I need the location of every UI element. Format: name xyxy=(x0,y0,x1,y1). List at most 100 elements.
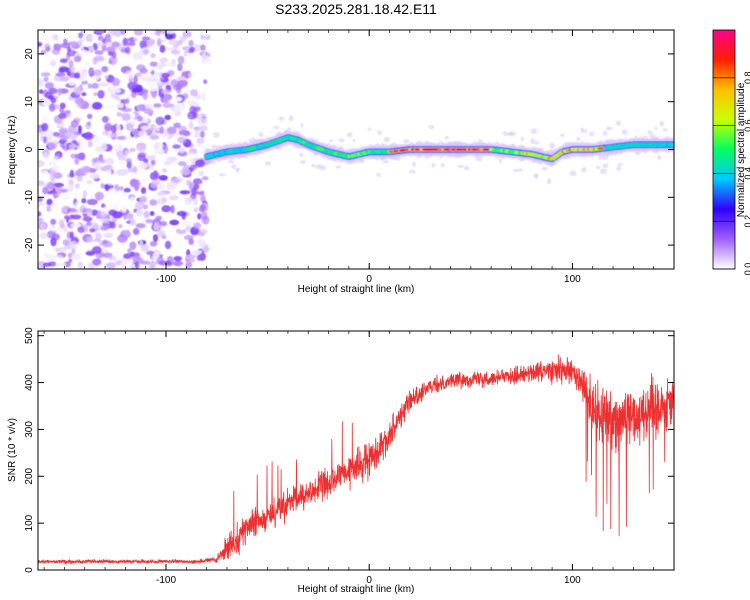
spectrogram-noise-blob xyxy=(185,254,196,260)
spectrogram-noise-blob xyxy=(178,147,186,154)
snr-ylabel: SNR (10 * v/v) xyxy=(7,418,18,482)
spectrogram-noise-blob xyxy=(106,46,116,54)
spectrogram-noise-blob xyxy=(38,217,44,223)
spectrogram-noise-blob xyxy=(188,53,195,58)
spectrogram-ridge-core xyxy=(319,148,325,151)
spectrogram-scatter-dot xyxy=(581,167,587,173)
spectrogram-noise-blob xyxy=(198,242,207,247)
snr-ytick-label: 500 xyxy=(24,327,35,344)
spectrogram-noise-blob xyxy=(142,116,149,123)
spectrogram-noise-blob xyxy=(117,144,123,149)
spectrogram-noise-blob xyxy=(141,36,151,41)
spectrogram-noise-blob xyxy=(99,248,109,254)
spectrogram-ridge-core xyxy=(328,150,333,154)
spectrogram-noise-blob xyxy=(137,154,146,162)
snr-xtick-label: 100 xyxy=(564,575,581,586)
spectrogram-noise-blob xyxy=(50,237,57,247)
spectrogram-noise-blob xyxy=(196,142,203,148)
spectrogram-scatter-dot xyxy=(358,159,365,164)
spectrogram-noise-blob xyxy=(156,191,166,196)
spectrogram-noise-blob xyxy=(89,228,96,233)
spectrogram-noise-blob xyxy=(186,151,195,157)
spectrogram-noise-blob xyxy=(76,175,83,182)
spectrogram-scatter-dot xyxy=(218,173,226,177)
snr-ytick-label: 0 xyxy=(24,567,35,573)
spectrogram-ridge-core xyxy=(634,143,639,147)
spectrogram-noise-blob xyxy=(188,72,193,78)
spectrogram-noise-blob xyxy=(87,83,93,89)
spectrogram-noise-blob xyxy=(58,112,67,120)
spectrogram-noise-blob xyxy=(97,90,105,99)
spectrogram-noise-blob xyxy=(193,198,198,206)
spectrogram-noise-blob xyxy=(201,91,206,99)
spectrogram-noise-blob xyxy=(91,246,102,255)
spectrogram-noise-blob xyxy=(161,234,167,240)
spectrogram-scatter-dot xyxy=(498,158,503,164)
spectrogram-noise-blob xyxy=(89,173,100,180)
spectrogram-scatter-dot xyxy=(313,150,319,156)
spectrogram-scatter-dot xyxy=(213,132,220,138)
spectrogram-noise-blob xyxy=(102,240,113,248)
spectrogram-noise-blob xyxy=(74,157,80,165)
spectrogram-noise-blob xyxy=(133,36,142,42)
spectrogram-noise-blob xyxy=(85,33,94,42)
spectrogram-noise-blob xyxy=(159,126,164,135)
spectrogram-noise-blob xyxy=(123,229,131,236)
spectrogram-noise-blob xyxy=(130,218,137,227)
spectrogram-noise-blob xyxy=(52,156,60,161)
spectrogram-noise-blob xyxy=(122,253,133,259)
spectrogram-noise-blob xyxy=(68,81,76,86)
spectrogram-ridge-core xyxy=(308,144,313,147)
spectrogram-noise-blob xyxy=(143,49,149,55)
spectrogram-noise-blob xyxy=(161,89,171,94)
spectrogram-scatter-dot xyxy=(464,166,470,171)
spectrogram-noise-blob xyxy=(50,161,55,168)
spectrogram-noise-blob xyxy=(42,186,49,195)
spectrogram-noise-blob xyxy=(104,74,109,80)
snr-axes: -100 0 100 0 100 200 300 400 500 xyxy=(24,327,675,586)
spectrogram-noise-blob xyxy=(176,175,183,180)
spectrogram-noise-blob xyxy=(77,226,85,234)
colorbar-strip xyxy=(712,29,736,270)
colorbar: 0.0 0.2 0.4 0.6 0.8 Normalized spectral ampl… xyxy=(712,29,750,275)
spectrogram-noise-blob xyxy=(187,111,197,120)
spectrogram-noise-blob xyxy=(159,57,169,63)
spectrogram-scatter-dot xyxy=(278,116,284,122)
spectrogram-noise-blob xyxy=(82,213,89,218)
spectrogram-noise-blob xyxy=(78,32,83,39)
spectrogram-noise-blob xyxy=(188,238,194,245)
spectrogram-noise-blob xyxy=(150,53,156,59)
spectrogram-noise-blob xyxy=(157,186,166,192)
spectrogram-scatter-dot xyxy=(508,131,516,136)
spectrogram-scatter-dot xyxy=(602,163,609,168)
spectrogram-noise-blob xyxy=(81,166,92,173)
spectrogram-ytick-label: -10 xyxy=(24,190,35,205)
spectrogram-noise-blob xyxy=(120,30,126,35)
spectrogram-noise-blob xyxy=(125,70,136,79)
spectrogram-noise-blob xyxy=(48,103,56,112)
spectrogram-noise-blob xyxy=(169,219,180,226)
spectrogram-scatter-dot xyxy=(274,146,281,150)
spectrogram-scatter-dot xyxy=(277,132,284,138)
spectrogram-noise-blob xyxy=(103,232,114,238)
spectrogram-noise-blob xyxy=(93,69,103,77)
spectrogram-noise-blob xyxy=(156,197,167,205)
spectrogram-noise-blob xyxy=(116,124,121,133)
spectrogram-noise-blob xyxy=(108,59,113,64)
spectrogram-noise-blob xyxy=(64,110,71,114)
spectrogram-noise-blob xyxy=(123,98,130,104)
spectrogram-noise-blob xyxy=(180,177,187,185)
spectrogram-noise-blob xyxy=(111,77,121,87)
spectrogram-noise-blob xyxy=(194,130,201,138)
spectrogram-scatter-dot xyxy=(377,130,383,136)
spectrogram-noise-blob xyxy=(73,202,81,210)
spectrogram-noise-blob xyxy=(107,169,112,178)
spectrogram-noise-blob xyxy=(146,250,155,256)
spectrogram-scatter-dot xyxy=(461,152,468,156)
spectrogram-noise-blob xyxy=(38,260,46,269)
spectrogram-noise-blob xyxy=(201,211,208,221)
spectrogram-noise-blob xyxy=(41,170,49,177)
spectrogram-noise-blob xyxy=(183,50,188,57)
spectrogram-noise-blob xyxy=(118,79,127,86)
spectrogram-scatter-dot xyxy=(409,169,416,174)
